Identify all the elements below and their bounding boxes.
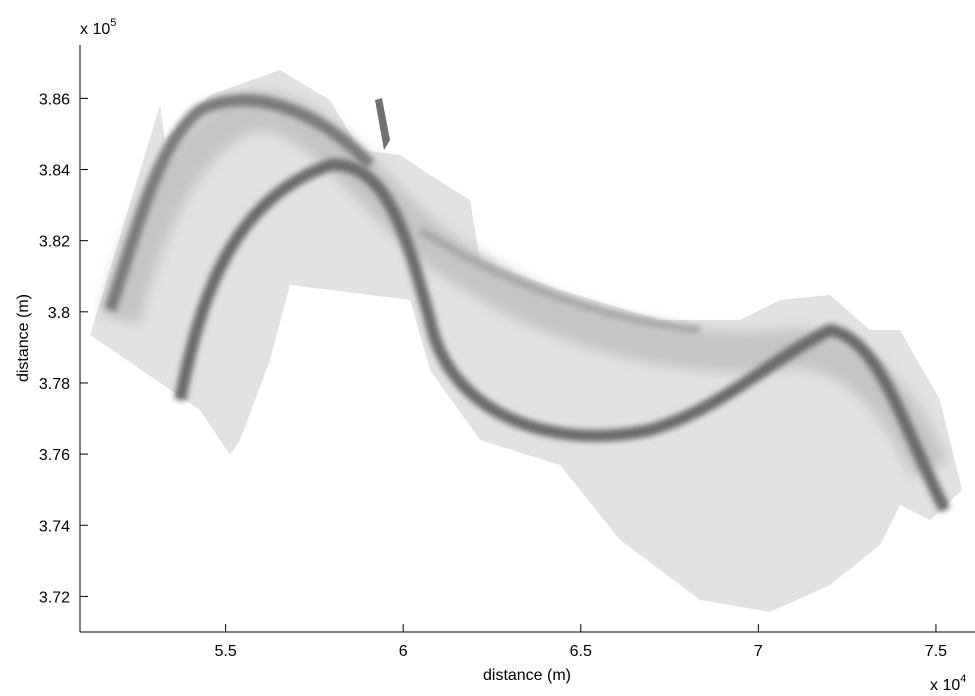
- y-tick-label: 3.76: [39, 447, 70, 464]
- multiplier-base: x 10: [80, 21, 110, 38]
- y-tick-label: 3.8: [48, 305, 70, 322]
- y-tick-label: 3.84: [39, 163, 70, 180]
- x-tick-label: 6.5: [570, 643, 592, 660]
- x-tick-label: 6: [399, 643, 408, 660]
- y-tick-label: 3.74: [39, 518, 70, 535]
- y-multiplier: x 105: [80, 17, 116, 38]
- x-axis-label: distance (m): [483, 667, 571, 684]
- y-tick-label: 3.86: [39, 91, 70, 108]
- multiplier-exponent: 5: [110, 17, 116, 29]
- structure: [375, 98, 390, 150]
- x-tick-label: 7: [754, 643, 763, 660]
- x-multiplier: x 104: [930, 673, 966, 691]
- x-tick-label: 5.5: [214, 643, 236, 660]
- x-tick-label: 7.5: [925, 643, 947, 660]
- y-tick-label: 3.78: [39, 376, 70, 393]
- y-axis-label: distance (m): [15, 294, 32, 382]
- chart: distance (m) distance (m) x 105 x 104 5.…: [0, 0, 975, 691]
- river-image: [90, 70, 962, 612]
- y-tick-label: 3.82: [39, 234, 70, 251]
- multiplier-base: x 10: [930, 677, 960, 691]
- multiplier-exponent: 4: [960, 673, 966, 685]
- y-tick-label: 3.72: [39, 589, 70, 606]
